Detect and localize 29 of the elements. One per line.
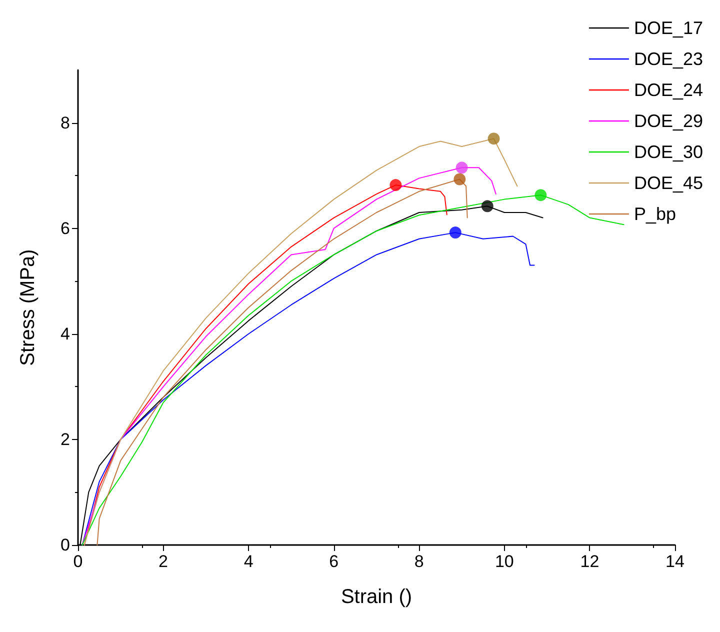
point (534, 189, 547, 202)
legend-label: DOE_17 (634, 18, 704, 38)
legend-label: DOE_23 (634, 49, 704, 69)
point (390, 179, 402, 192)
legend-label: DOE_45 (634, 173, 704, 193)
x-tick-label: 14 (666, 552, 684, 571)
y-axis-title: Stress (MPa) (17, 249, 39, 366)
point (454, 173, 466, 186)
x-axis-title: Strain () (340, 586, 412, 608)
y-tick-label: 0 (60, 536, 70, 554)
point (488, 132, 500, 145)
x-tick-label: 8 (414, 552, 424, 571)
legend-label: P_bp (634, 204, 676, 224)
point (456, 162, 468, 174)
legend-label: DOE_30 (634, 142, 704, 162)
y-tick-label: 6 (60, 218, 70, 238)
x-tick-label: 12 (580, 552, 600, 571)
x-tick-label: 2 (158, 552, 168, 571)
x-tick-label: 0 (73, 552, 83, 571)
x-tick-label: 10 (494, 552, 514, 571)
point (449, 226, 462, 239)
y-tick-label: 8 (60, 113, 70, 132)
x-tick-label: 6 (329, 552, 339, 571)
y-tick-label: 4 (60, 324, 70, 344)
x-tick-label: 4 (244, 552, 254, 571)
y-tick-label: 2 (60, 430, 70, 449)
point (481, 200, 494, 212)
legend-label: DOE_29 (634, 111, 704, 131)
legend-label: DOE_24 (634, 80, 704, 100)
